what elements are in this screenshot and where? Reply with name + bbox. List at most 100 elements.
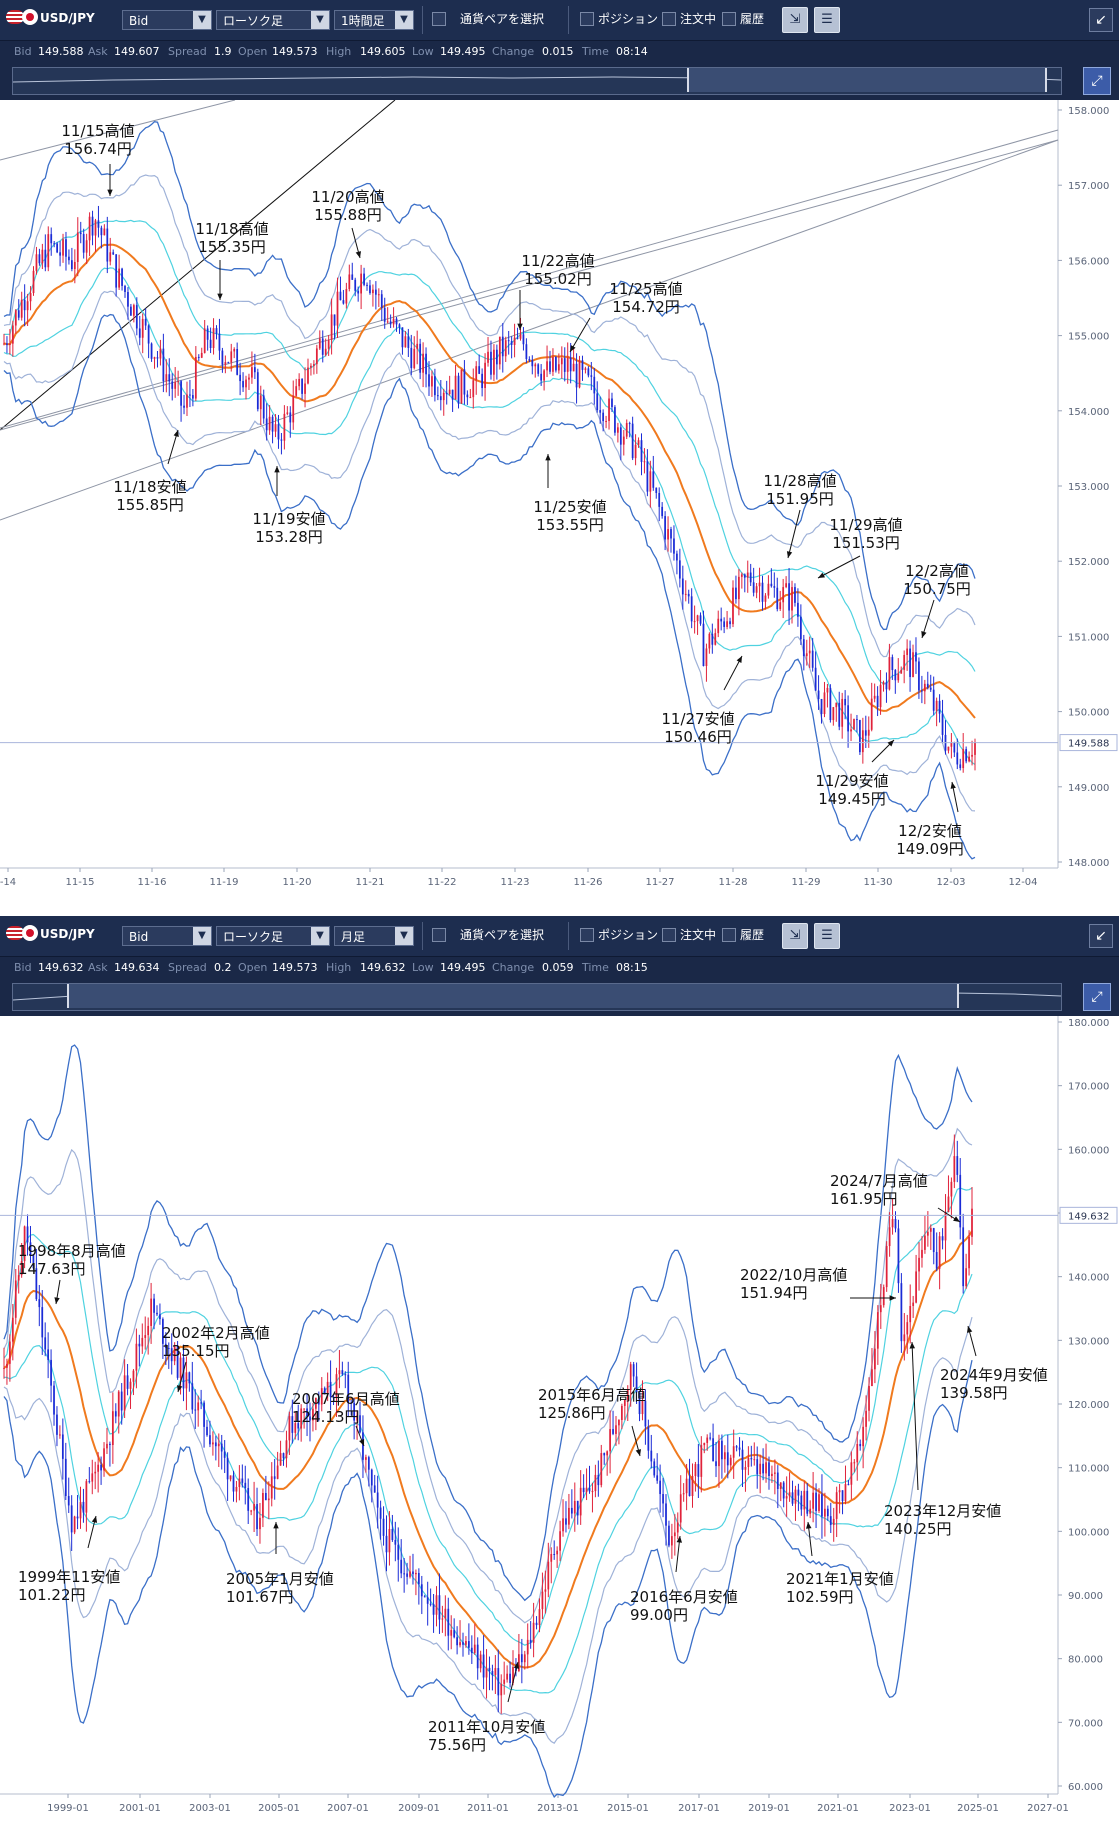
candle-body xyxy=(614,407,616,433)
candle-body xyxy=(35,254,38,271)
candle-body xyxy=(123,1375,126,1411)
monthly-candlestick-chart[interactable]: 60.000 70.000 80.000 90.000 100.000 110.000 12… xyxy=(0,1016,1119,1836)
shrink-arrow-icon[interactable]: ↙ xyxy=(1089,924,1113,948)
candle-body xyxy=(147,325,150,344)
quote-bar: Bid 149.632 Ask 149.634 Spread 0.2 Open … xyxy=(0,957,1119,979)
bollinger-upper-3sigma xyxy=(3,1044,973,1602)
x-tick-label: 11-22 xyxy=(427,877,456,888)
hourly-candlestick-chart[interactable]: 148.000 149.000 150.000 151.000 152.000 153.0… xyxy=(0,100,1119,912)
shrink-arrow-icon[interactable]: ↙ xyxy=(1089,8,1113,32)
settings-list-icon[interactable]: ☰ xyxy=(814,7,840,33)
orders-checkbox[interactable] xyxy=(662,12,676,26)
candle-body xyxy=(690,596,693,622)
expand-icon[interactable]: ⤢ xyxy=(1083,67,1111,95)
candle-body xyxy=(918,1257,920,1272)
expand-icon[interactable]: ⤢ xyxy=(1083,983,1111,1011)
positions-checkbox[interactable] xyxy=(580,928,594,942)
us-flag-icon xyxy=(6,926,24,940)
candle-body xyxy=(112,252,115,255)
candle-body xyxy=(782,587,785,603)
candle-body xyxy=(891,1219,894,1228)
select-pair-label: 通貨ペアを選択 xyxy=(460,928,545,942)
settings-list-icon[interactable]: ☰ xyxy=(814,923,840,949)
candle-body xyxy=(909,1305,912,1323)
candle-body xyxy=(56,243,59,253)
candle-body xyxy=(859,1443,862,1447)
candle-body xyxy=(277,424,280,440)
candle-body xyxy=(386,321,389,323)
candle-body xyxy=(584,368,587,370)
candle-body xyxy=(103,1448,105,1471)
moving-average-line xyxy=(3,1230,973,1669)
navigator-scrollbar[interactable] xyxy=(12,67,1062,95)
candle-body xyxy=(600,1453,603,1486)
candle-body xyxy=(251,367,253,378)
candle-body xyxy=(415,1572,417,1575)
candle-body xyxy=(307,367,309,384)
candle-body xyxy=(50,234,53,244)
candle-body xyxy=(735,1446,738,1448)
candle-body xyxy=(814,667,817,691)
positions-checkbox[interactable] xyxy=(580,12,594,26)
candle-body xyxy=(956,1156,959,1175)
chart-tool-icon[interactable]: ⇲ xyxy=(782,923,808,949)
candle-body xyxy=(294,1423,297,1433)
ask-label: Ask xyxy=(88,45,108,58)
candle-body xyxy=(794,587,796,603)
candle-body xyxy=(250,1510,253,1512)
candle-body xyxy=(568,1507,570,1525)
candle-body xyxy=(547,1561,550,1590)
candle-body xyxy=(304,383,306,394)
candle-body xyxy=(332,1396,335,1399)
candle-body xyxy=(593,376,596,394)
candle-body xyxy=(321,338,324,355)
change-label: Change xyxy=(492,45,535,58)
annotation-arrow-head xyxy=(177,1385,183,1392)
candle-body xyxy=(808,650,811,654)
y-tick-label: 60.000 xyxy=(1068,1782,1103,1793)
candle-body xyxy=(811,650,814,668)
x-tick-label: 11-23 xyxy=(500,877,529,888)
price-type-select[interactable]: Bid ▼ xyxy=(122,10,212,30)
candle-body xyxy=(538,1609,541,1626)
timeframe-select[interactable]: 1時間足 ▼ xyxy=(334,10,414,30)
bollinger-upper-2sigma xyxy=(3,174,976,658)
navigator-selection-handle[interactable] xyxy=(687,68,1047,92)
candle-body xyxy=(938,1236,941,1269)
current-price-tag xyxy=(1059,1206,1118,1224)
currency-pair[interactable]: USD/JPY xyxy=(40,11,95,25)
candle-body xyxy=(615,1425,617,1434)
annotation-label: 11/22高値 xyxy=(521,252,594,270)
candle-body xyxy=(646,461,649,492)
select-pair-checkbox[interactable] xyxy=(432,928,446,942)
candle-body xyxy=(185,1372,188,1389)
candle-body xyxy=(865,1410,867,1427)
orders-checkbox[interactable] xyxy=(662,928,676,942)
price-type-select[interactable]: Bid ▼ xyxy=(122,926,212,946)
current-price-label: 149.588 xyxy=(1068,739,1109,750)
navigator-selection-handle[interactable] xyxy=(67,984,959,1008)
candle-body xyxy=(256,372,259,410)
candle-body xyxy=(168,374,171,382)
candle-body xyxy=(809,1508,812,1514)
candle-body xyxy=(53,243,56,245)
chart-style-select[interactable]: ローソク足 ▼ xyxy=(216,926,330,946)
candle-body xyxy=(847,705,849,732)
select-pair-checkbox[interactable] xyxy=(432,12,446,26)
history-checkbox[interactable] xyxy=(722,12,736,26)
candle-body xyxy=(194,356,197,399)
history-checkbox[interactable] xyxy=(722,928,736,942)
candle-body xyxy=(779,602,782,610)
candle-body xyxy=(915,1271,917,1303)
annotation-arrow-head xyxy=(635,1449,641,1456)
chart-tool-icon[interactable]: ⇲ xyxy=(782,7,808,33)
candle-body xyxy=(888,1227,891,1247)
navigator-scrollbar[interactable] xyxy=(12,983,1062,1011)
timeframe-select[interactable]: 月足 ▼ xyxy=(334,926,414,946)
currency-pair[interactable]: USD/JPY xyxy=(40,927,95,941)
chart-style-select[interactable]: ローソク足 ▼ xyxy=(216,10,330,30)
candle-body xyxy=(856,1443,859,1463)
chevron-down-icon: ▼ xyxy=(395,927,413,945)
candle-body xyxy=(965,749,968,762)
candle-body xyxy=(170,1348,173,1362)
